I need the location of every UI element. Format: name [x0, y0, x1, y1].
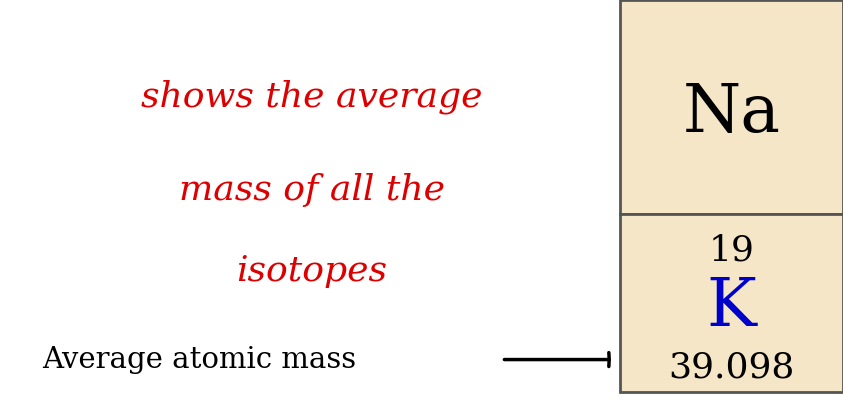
Text: 39.098: 39.098	[668, 351, 795, 385]
Text: Na: Na	[683, 80, 781, 146]
Text: mass of all the: mass of all the	[179, 173, 445, 207]
Text: 19: 19	[709, 234, 754, 267]
Text: isotopes: isotopes	[236, 254, 388, 288]
Text: shows the average: shows the average	[141, 80, 483, 114]
Text: K: K	[706, 274, 757, 340]
Bar	[620, 0, 843, 214]
Bar	[620, 214, 843, 392]
Text: Average atomic mass: Average atomic mass	[42, 345, 357, 374]
